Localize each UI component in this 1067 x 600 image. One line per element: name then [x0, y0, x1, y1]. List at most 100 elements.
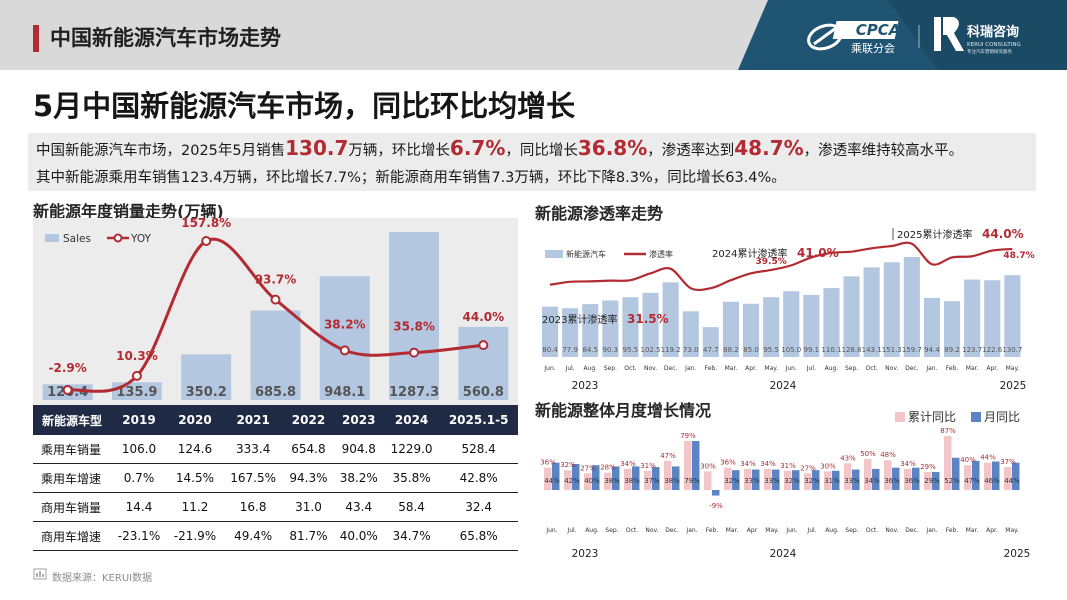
monthly-yoy-label: 38% — [664, 477, 680, 485]
month-tick-label: Mar. — [725, 365, 738, 372]
monthly-yoy-label: 33% — [844, 477, 860, 485]
table-cell: 81.7% — [283, 521, 334, 551]
chart-source-icon — [33, 568, 47, 580]
monthly-yoy-bar — [832, 470, 840, 490]
bar-value-label: 119.2 — [661, 346, 681, 354]
monthly-yoy-bar — [852, 469, 860, 490]
month-tick-label: May. — [1006, 365, 1020, 372]
monthly-yoy-label: 31% — [824, 477, 840, 485]
cumulative-yoy-bar — [824, 471, 832, 490]
yoy-point — [131, 370, 142, 381]
cumulative-yoy-bar — [944, 436, 952, 490]
monthly-yoy-bar — [692, 441, 700, 490]
summary-line-2: 其中新能源乘用车销售123.4万辆，环比增长7.7%；新能源商用车销售7.3万辆… — [36, 170, 786, 186]
cumulative-yoy-label: 36% — [720, 459, 736, 467]
legend-swatch-sales — [45, 234, 59, 242]
sales-bar — [662, 282, 679, 357]
legend-label-sales: Sales — [63, 233, 91, 245]
table-cell: 16.8 — [222, 492, 284, 522]
table-header-cell: 2021 — [222, 405, 284, 435]
annual-chart-title: 新能源年度销量走势(万辆) — [33, 202, 224, 221]
sales-bar — [944, 301, 961, 357]
cumulative-yoy-label: 34% — [740, 460, 756, 468]
table-cell: 333.4 — [222, 435, 284, 464]
monthly-yoy-label: 46% — [984, 477, 1000, 485]
yoy-point — [62, 385, 73, 395]
month-tick-label: Mar. — [966, 365, 979, 372]
month-tick-label: Jul. — [566, 527, 576, 534]
month-tick-label: Oct. — [866, 527, 878, 534]
sales-bar — [863, 267, 880, 357]
table-cell: 1229.0 — [383, 435, 440, 464]
month-tick-label: Feb. — [705, 365, 718, 372]
legend-label-monthly: 月同比 — [984, 410, 1020, 424]
bar-value-label: 143.1 — [862, 346, 882, 354]
monthly-yoy-bar — [812, 470, 820, 490]
cum-2025-value: 44.0% — [982, 227, 1024, 241]
month-tick-label: Jan. — [684, 365, 696, 372]
summary-highlight-penetration: 48.7% — [734, 136, 804, 160]
cumulative-yoy-bar — [884, 460, 892, 490]
cumulative-yoy-label: 28% — [600, 464, 616, 472]
table-row-label: 乘用车增速 — [33, 463, 111, 493]
cumulative-yoy-label: 44% — [980, 454, 996, 462]
sales-bar — [562, 308, 579, 357]
cumulative-yoy-bar — [784, 470, 792, 490]
month-tick-label: Dec. — [665, 527, 679, 534]
penetration-line — [549, 241, 1013, 292]
cumulative-yoy-bar — [644, 470, 652, 490]
month-tick-label: Oct. — [624, 365, 636, 372]
monthly-yoy-bar — [612, 466, 620, 490]
month-tick-label: Feb. — [706, 527, 719, 534]
cumulative-yoy-label: 47% — [660, 452, 676, 460]
cumulative-yoy-bar — [984, 462, 992, 490]
cumulative-yoy-label: 43% — [840, 454, 856, 462]
table-cell: 40.0% — [333, 521, 384, 551]
year-label: 2023 — [572, 548, 599, 560]
kerui-logo-text: 科瑞咨询 — [967, 24, 1019, 40]
cumulative-yoy-bar — [904, 468, 912, 490]
table-cell: 43.4 — [333, 492, 384, 522]
month-tick-label: Aug. — [585, 527, 599, 534]
month-tick-label: Jan. — [925, 365, 937, 372]
cpca-logo-sub: 乘联分会 — [851, 42, 895, 55]
monthly-yoy-bar — [1012, 462, 1020, 490]
bar-value-label: 105.0 — [781, 346, 801, 354]
summary-text: ，同比增长 — [505, 143, 578, 159]
cumulative-yoy-bar — [704, 471, 712, 490]
sales-bar — [319, 276, 370, 400]
yoy-point — [339, 345, 350, 356]
bar-value-label: 89.2 — [944, 346, 960, 354]
annual-sales-chart: 120.4135.9350.2685.8948.11287.3560.8-2.9… — [33, 218, 518, 405]
yoy-point — [409, 347, 420, 358]
table-header-cell: 2019 — [111, 405, 167, 435]
table-cell: 94.3% — [283, 463, 334, 493]
monthly-yoy-label: 38% — [604, 477, 620, 485]
month-tick-label: Aug. — [583, 365, 597, 372]
annual-stats-table: 新能源车型 2019 2020 2021 2022 2023 2024 2025… — [33, 405, 518, 551]
table-row: 乘用车增速 0.7% 14.5% 167.5% 94.3% 38.2% 35.8… — [33, 463, 518, 493]
yoy-point — [270, 294, 281, 305]
sales-bar — [389, 232, 440, 400]
monthly-yoy-label: 32% — [784, 477, 800, 485]
monthly-yoy-bar — [772, 469, 780, 490]
bar-value-label: 85.0 — [743, 346, 759, 354]
monthly-yoy-label: 34% — [864, 477, 880, 485]
month-tick-label: Jan. — [685, 527, 697, 534]
table-row: 乘用车销量 106.0 124.6 333.4 654.8 904.8 1229… — [33, 435, 518, 464]
monthly-yoy-bar — [752, 469, 760, 490]
monthly-yoy-bar — [992, 461, 1000, 490]
sales-bar — [1004, 275, 1021, 357]
cumulative-yoy-label: 36% — [540, 459, 556, 467]
cumulative-yoy-label: 27% — [580, 464, 596, 472]
month-tick-label: Jun. — [543, 365, 555, 372]
month-tick-label: Oct. — [626, 527, 638, 534]
month-tick-label: Nov. — [885, 365, 898, 372]
sales-bar — [783, 291, 800, 357]
cum-2023-text: 2023累计渗透率 — [542, 313, 617, 326]
sales-bar — [843, 276, 860, 357]
month-tick-label: May. — [1005, 527, 1019, 534]
sales-value-label: 350.2 — [186, 385, 227, 400]
monthly-yoy-label: 38% — [624, 477, 640, 485]
bar-value-label: 95.5 — [623, 346, 639, 354]
